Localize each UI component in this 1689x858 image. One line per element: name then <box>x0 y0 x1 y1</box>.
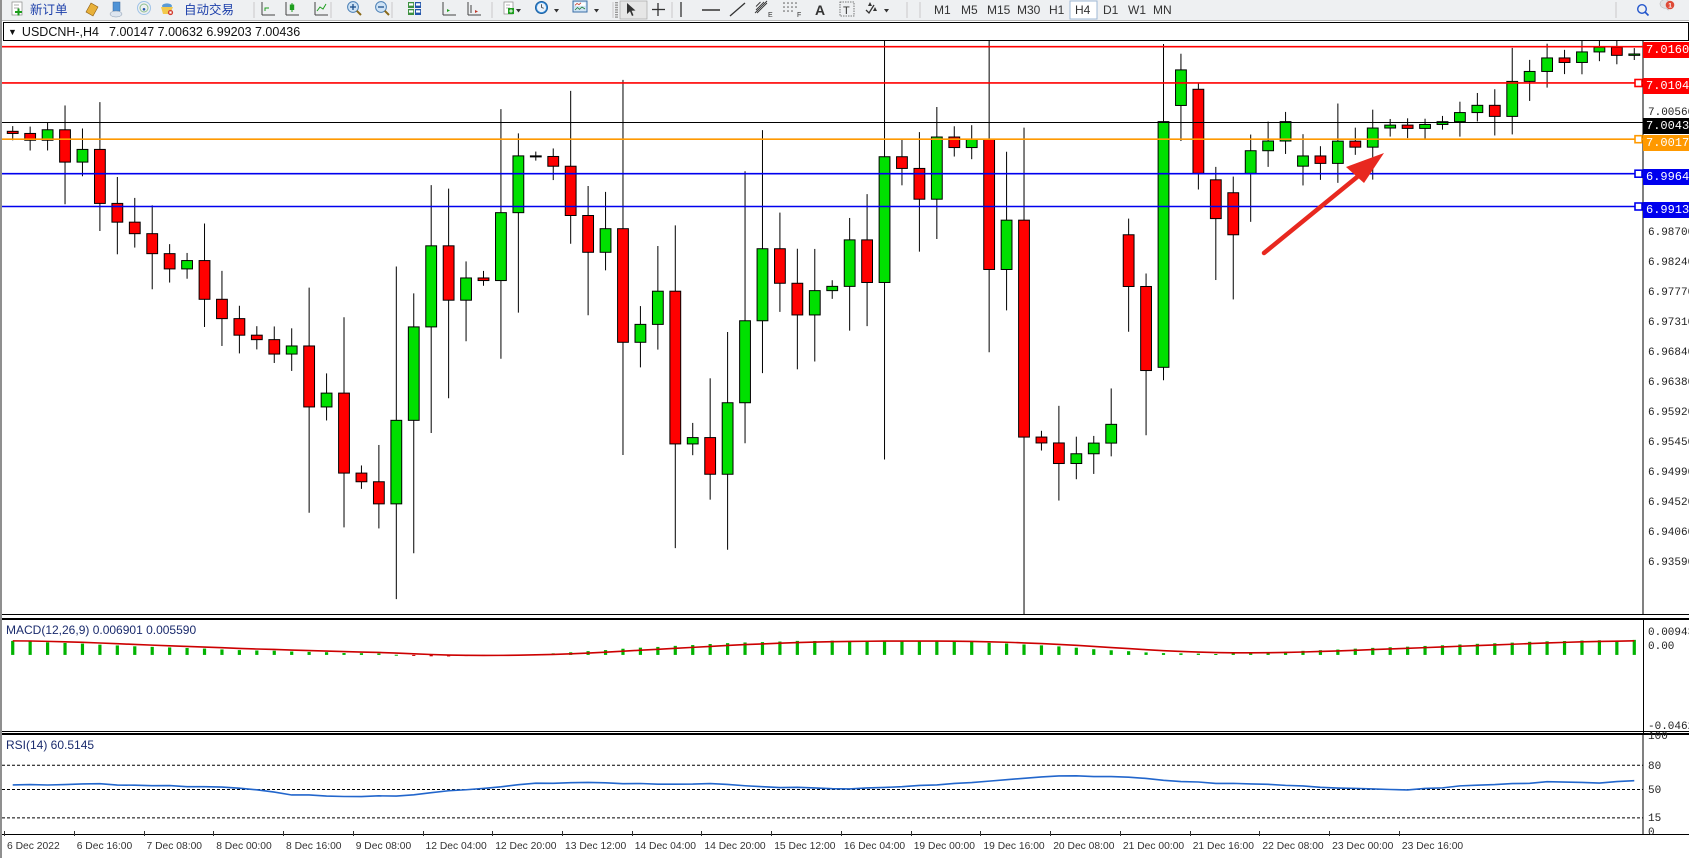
svg-text:W1: W1 <box>1128 3 1146 17</box>
svg-text:M30: M30 <box>1017 3 1041 17</box>
svg-text:D1: D1 <box>1103 3 1119 17</box>
svg-text:T: T <box>843 5 850 17</box>
svg-text:MN: MN <box>1153 3 1172 17</box>
svg-text:M15: M15 <box>987 3 1011 17</box>
svg-text:1: 1 <box>1668 2 1672 9</box>
svg-text:A: A <box>815 2 825 18</box>
svg-text:F: F <box>797 12 801 19</box>
svg-text:H4: H4 <box>1075 3 1091 17</box>
svg-text:H1: H1 <box>1049 3 1065 17</box>
svg-text:自动交易: 自动交易 <box>184 2 234 17</box>
svg-text:M5: M5 <box>961 3 978 17</box>
svg-text:E: E <box>768 12 773 19</box>
svg-text:M1: M1 <box>934 3 951 17</box>
svg-text:新订单: 新订单 <box>30 2 68 17</box>
